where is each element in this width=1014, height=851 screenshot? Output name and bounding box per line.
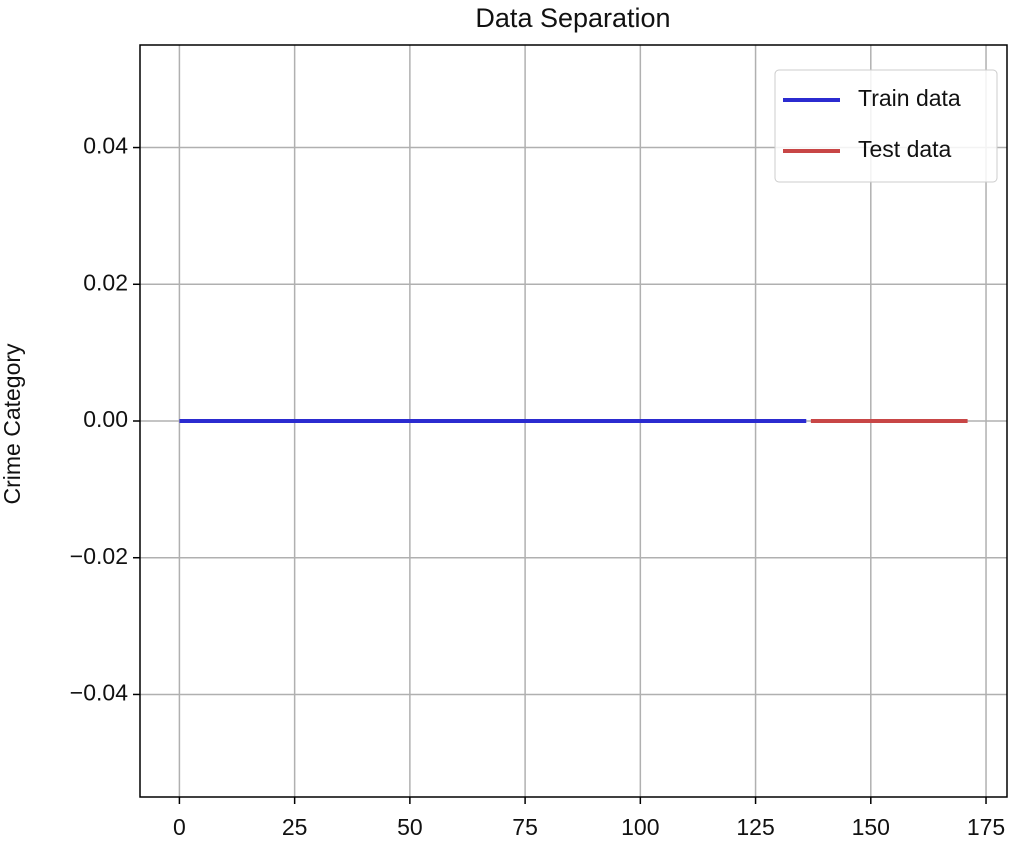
x-tick-label: 25 — [282, 814, 308, 840]
legend-label: Test data — [858, 136, 952, 162]
y-tick-label: 0.02 — [83, 269, 128, 295]
x-tick-label: 75 — [512, 814, 538, 840]
x-tick-label: 50 — [397, 814, 423, 840]
y-tick-label: −0.02 — [70, 543, 128, 569]
y-tick-label: −0.04 — [70, 680, 128, 706]
y-tick-label: 0.04 — [83, 133, 128, 159]
y-tick-label: 0.00 — [83, 406, 128, 432]
x-tick-label: 100 — [621, 814, 659, 840]
x-tick-label: 0 — [173, 814, 186, 840]
y-axis-label: Crime Category — [0, 343, 25, 505]
x-tick-label: 175 — [967, 814, 1005, 840]
plot-frame — [139, 44, 1008, 798]
x-tick-label: 125 — [736, 814, 774, 840]
x-tick-label: 150 — [852, 814, 890, 840]
legend-label: Train data — [858, 85, 961, 111]
chart-title: Data Separation — [475, 3, 670, 33]
